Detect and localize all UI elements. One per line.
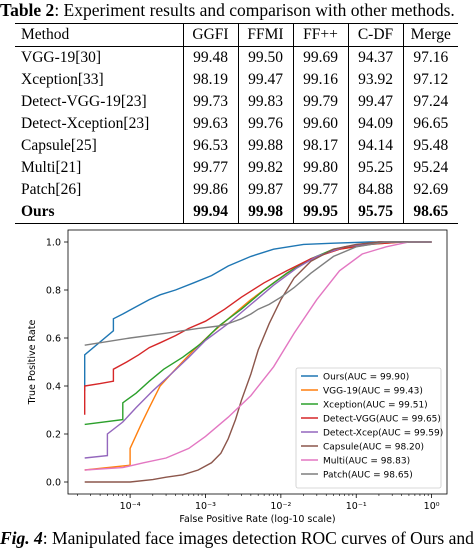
table-cell: 96.53	[182, 135, 238, 157]
table-row: Detect-Xception[23] 99.63 99.76 99.60 94…	[15, 113, 458, 135]
table-cell: 99.87	[237, 179, 293, 201]
table-row: Patch[26] 99.86 99.87 99.77 84.88 92.69	[15, 179, 458, 201]
table-cell: Multi[21]	[21, 159, 82, 176]
table-cell: 99.79	[292, 91, 348, 113]
x-axis-label: False Positive Rate (log-10 scale)	[179, 514, 335, 525]
table-caption-label: Table 2	[0, 0, 55, 20]
table-cell: 99.50	[237, 46, 293, 69]
roc-curve-7	[84, 241, 432, 346]
table-cell: 99.16	[292, 69, 348, 91]
table-cell: 99.48	[182, 46, 238, 69]
table-cell: 95.25	[347, 157, 403, 179]
table-cell: 98.17	[292, 135, 348, 157]
table-row: Multi[21] 99.77 99.82 99.80 95.25 95.24	[15, 157, 458, 179]
y-tick-label: 0.8	[46, 286, 61, 297]
table-cell: 94.37	[347, 46, 403, 69]
y-tick-label: 0.2	[46, 430, 61, 441]
table-cell: 84.88	[347, 179, 403, 201]
table-cell: 96.65	[402, 113, 458, 135]
header-cdf: C-DF	[347, 23, 403, 47]
header-merge: Merge	[402, 23, 458, 47]
table-cell: 97.12	[402, 69, 458, 91]
legend-label: Multi(AUC = 98.83)	[323, 457, 410, 467]
table-row: Xception[33] 98.19 99.47 99.16 93.92 97.…	[15, 69, 458, 91]
table-cell: 99.95	[292, 201, 348, 224]
legend-label: Detect-Xcep(AUC = 99.59)	[323, 429, 443, 439]
roc-curve-0	[84, 241, 432, 391]
plot-frame	[67, 229, 448, 495]
table-cell: 99.47	[237, 69, 293, 91]
table-cell: 92.69	[402, 179, 458, 201]
y-axis-label: True Positive Rate	[27, 320, 38, 406]
table-cell: 99.98	[237, 201, 293, 224]
roc-curve-6	[84, 241, 432, 471]
table-cell: 99.83	[237, 91, 293, 113]
header-ffpp: FF++	[292, 23, 348, 47]
legend-box	[295, 367, 442, 489]
table-cell: 99.69	[292, 46, 348, 69]
x-tick-label: 10⁻³	[195, 501, 216, 512]
x-tick-label: 10⁰	[424, 501, 440, 512]
table-cell: 93.92	[347, 69, 403, 91]
table-cell: Patch[26]	[21, 181, 82, 198]
table-cell: 99.82	[237, 157, 293, 179]
table-cell: 95.75	[347, 201, 403, 224]
table-cell: 99.63	[182, 113, 238, 135]
y-tick-label: 0.4	[46, 382, 61, 393]
legend-label: VGG-19(AUC = 99.43)	[323, 387, 423, 397]
table-cell: 99.77	[182, 157, 238, 179]
table-cell: 98.19	[182, 69, 238, 91]
header-ffmi: FFMI	[237, 23, 293, 47]
x-tick-label: 10⁻⁴	[120, 501, 141, 512]
table-cell: Xception[33]	[21, 71, 104, 88]
table-row: Detect-VGG-19[23] 99.73 99.83 99.79 99.4…	[15, 91, 458, 113]
table-cell: 99.80	[292, 157, 348, 179]
legend-label: Capsule(AUC = 98.20)	[323, 443, 424, 453]
table-cell: 99.86	[182, 179, 238, 201]
table-cell: 99.73	[182, 91, 238, 113]
figure-caption-label: Fig. 4	[0, 528, 43, 548]
table-cell: 97.24	[402, 91, 458, 113]
header-method: Method	[21, 26, 70, 43]
table-cell: 99.77	[292, 179, 348, 201]
table-cell: 99.60	[292, 113, 348, 135]
table-row-ours: Ours 99.94 99.98 99.95 95.75 98.65	[15, 201, 458, 224]
y-tick-label: 0.6	[46, 334, 61, 345]
table-cell: 98.65	[402, 201, 458, 224]
table-cell: 99.47	[347, 91, 403, 113]
x-tick-label: 10⁻²	[270, 501, 291, 512]
table-cell: 99.88	[237, 135, 293, 157]
table-cell: Detect-VGG-19[23]	[21, 93, 147, 110]
roc-curve-5	[84, 241, 432, 483]
table-cell: 97.16	[402, 46, 458, 69]
table-cell: 99.94	[182, 201, 238, 224]
x-tick-label: 10⁻¹	[346, 501, 367, 512]
table-row: Capsule[25] 96.53 99.88 98.17 94.14 95.4…	[15, 135, 458, 157]
y-tick-label: 1.0	[46, 238, 61, 249]
header-ggfi: GGFI	[182, 23, 238, 47]
table-row: VGG-19[30] 99.48 99.50 99.69 94.37 97.16	[15, 46, 458, 69]
legend-label: Ours(AUC = 99.90)	[323, 373, 409, 383]
table-cell: 99.76	[237, 113, 293, 135]
table-cell: 94.09	[347, 113, 403, 135]
table-cell: Capsule[25]	[21, 137, 97, 154]
legend-label: Xception(AUC = 99.51)	[323, 401, 428, 411]
table-cell: VGG-19[30]	[21, 49, 102, 66]
y-tick-label: 0.0	[46, 478, 61, 489]
legend-label: Patch(AUC = 98.65)	[323, 471, 413, 481]
table-cell: Ours	[21, 203, 55, 220]
table-cell: Detect-Xception[23]	[21, 115, 150, 132]
table-header-row: Method GGFI FFMI FF++ C-DF Merge	[15, 23, 458, 47]
figure-caption-text: : Manipulated face images detection ROC …	[42, 528, 474, 548]
table-cell: 95.24	[402, 157, 458, 179]
roc-chart: 0.0 0.2 0.4 0.6 0.8 1.0 10⁻⁴ 10⁻³ 10⁻² 10⁻¹ 10⁰ Fal…	[27, 229, 448, 525]
results-table: Method GGFI FFMI FF++ C-DF Merge VGG-19[…	[15, 23, 458, 224]
table-cell: 94.14	[347, 135, 403, 157]
table-caption-text: : Experiment results and comparison with…	[54, 0, 455, 20]
legend-label: Detect-VGG(AUC = 99.65)	[323, 415, 441, 425]
table-cell: 95.48	[402, 135, 458, 157]
table-caption: Table 2: Experiment results and comparis…	[0, 0, 474, 22]
figure-caption: Fig. 4: Manipulated face images detectio…	[0, 528, 474, 548]
